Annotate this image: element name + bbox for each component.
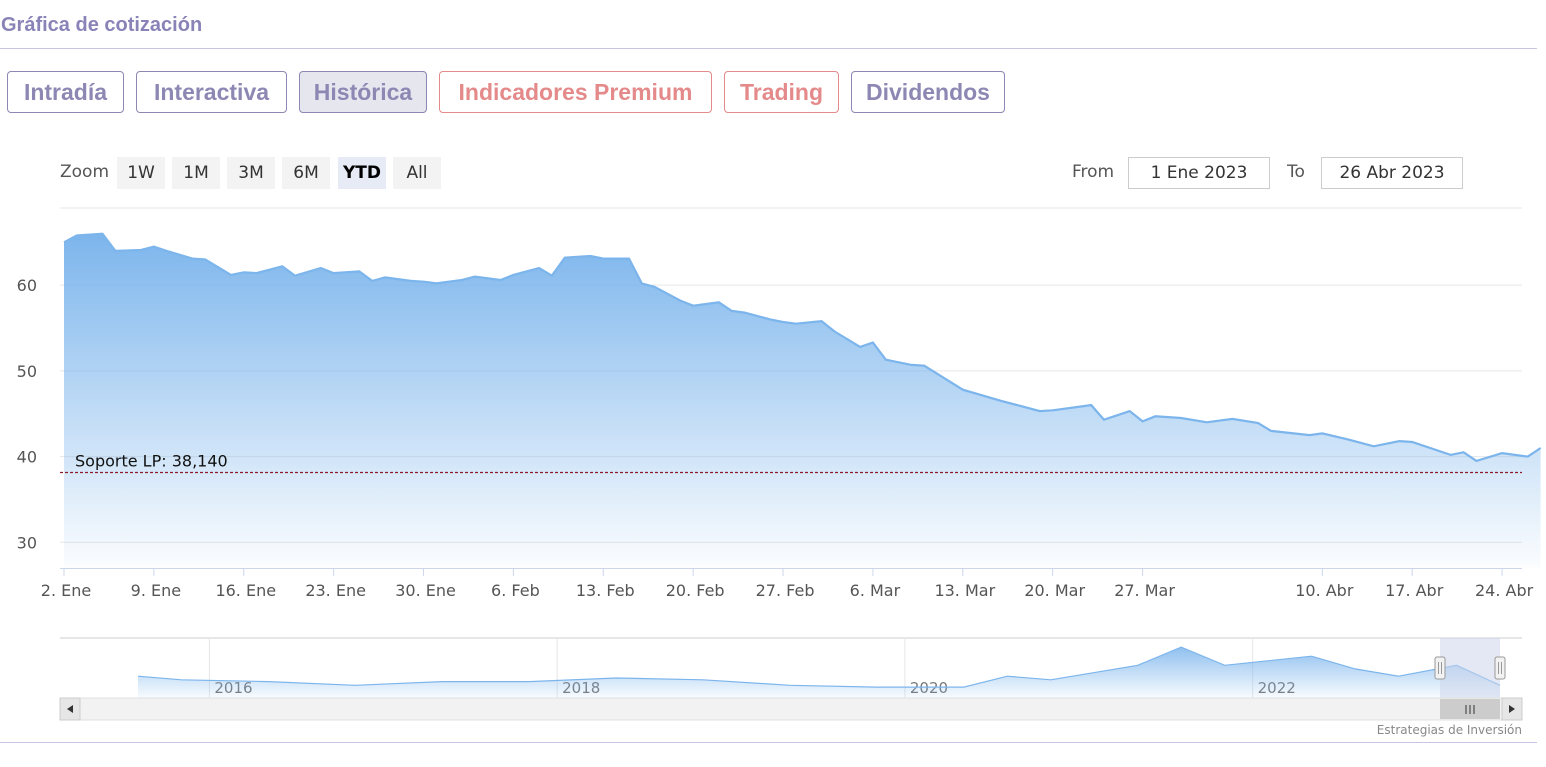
price-line	[63, 232, 1542, 463]
price-area-fill	[64, 233, 1541, 568]
title-divider	[0, 48, 1537, 49]
navigator-tick-label: 2016	[214, 679, 252, 697]
zoom-1w-button[interactable]: 1W	[117, 157, 165, 189]
from-date-input[interactable]: 1 Ene 2023	[1128, 157, 1270, 189]
x-tick-label: 27. Mar	[1114, 581, 1175, 600]
tab-trading[interactable]: Trading	[724, 71, 839, 113]
x-tick-label: 6. Mar	[850, 581, 901, 600]
x-tick-label: 6. Feb	[491, 581, 540, 600]
x-tick-label: 20. Feb	[666, 581, 725, 600]
tab-intradia[interactable]: Intradía	[7, 71, 124, 113]
y-tick-label: 30	[17, 533, 37, 552]
scrollbar-thumb	[1440, 699, 1500, 719]
navigator-handle	[1434, 656, 1446, 680]
x-tick-label: 13. Feb	[576, 581, 635, 600]
navigator-handle	[1494, 656, 1506, 680]
zoom-6m-button[interactable]: 6M	[282, 157, 330, 189]
x-tick-label: 23. Ene	[305, 581, 366, 600]
zoom-all-button[interactable]: All	[393, 157, 441, 189]
x-tick-label: 2. Ene	[41, 581, 91, 600]
support-label: Soporte LP: 38,140	[75, 452, 228, 471]
x-tick-label: 27. Feb	[756, 581, 815, 600]
to-date-input[interactable]: 26 Abr 2023	[1321, 157, 1463, 189]
x-tick-label: 24. Abr	[1475, 581, 1534, 600]
zoom-ytd-button[interactable]: YTD	[338, 157, 386, 189]
navigator-tick-label: 2022	[1258, 679, 1296, 697]
y-tick-label: 60	[17, 276, 37, 295]
y-tick-label: 50	[17, 362, 37, 381]
x-tick-label: 17. Abr	[1385, 581, 1444, 600]
zoom-1m-button[interactable]: 1M	[172, 157, 220, 189]
tab-dividendos[interactable]: Dividendos	[851, 71, 1005, 113]
x-tick-label: 13. Mar	[934, 581, 995, 600]
tab-interactiva[interactable]: Interactiva	[136, 71, 287, 113]
scroll-right-arrow-icon	[1509, 705, 1515, 713]
x-tick-label: 16. Ene	[215, 581, 276, 600]
tab-historica[interactable]: Histórica	[299, 71, 427, 113]
credits-label: Estrategias de Inversión	[1376, 723, 1522, 737]
y-tick-label: 40	[17, 448, 37, 467]
navigator-area	[137, 647, 1500, 698]
scrollbar-track	[59, 697, 1523, 721]
zoom-label: Zoom	[60, 162, 110, 182]
bottom-divider	[0, 742, 1537, 743]
to-label: To	[1287, 162, 1305, 182]
from-label: From	[1072, 162, 1115, 182]
zoom-3m-button[interactable]: 3M	[227, 157, 275, 189]
x-tick-label: 10. Abr	[1295, 581, 1354, 600]
navigator-selection	[1440, 638, 1500, 698]
scroll-right-button	[1501, 697, 1523, 721]
tab-indicadores-premium[interactable]: Indicadores Premium	[439, 71, 712, 113]
navigator-tick-label: 2018	[562, 679, 600, 697]
navigator-line	[137, 646, 1501, 688]
scroll-left-button	[59, 697, 81, 721]
x-tick-label: 9. Ene	[131, 581, 181, 600]
x-tick-label: 20. Mar	[1024, 581, 1085, 600]
navigator-tick-label: 2020	[910, 679, 948, 697]
section-title: Gráfica de cotización	[1, 14, 203, 36]
scroll-left-arrow-icon	[67, 705, 73, 713]
x-tick-label: 30. Ene	[395, 581, 456, 600]
